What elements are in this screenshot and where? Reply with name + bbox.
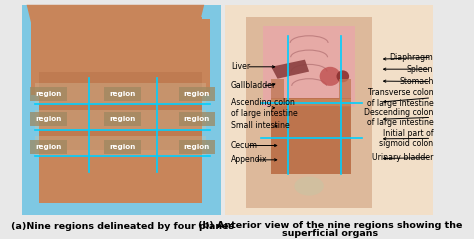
- Text: region: region: [183, 144, 210, 150]
- Bar: [263, 26, 356, 107]
- Text: region: region: [36, 91, 62, 97]
- Text: Transverse colon
of large intestine: Transverse colon of large intestine: [367, 88, 433, 108]
- Text: Ascending colon
of large intestine: Ascending colon of large intestine: [231, 98, 298, 118]
- Text: Urinary bladder: Urinary bladder: [372, 153, 433, 162]
- Bar: [30, 112, 67, 126]
- Text: region: region: [109, 144, 136, 150]
- Bar: [179, 140, 215, 154]
- Text: (a)Nine regions delineated by four planes: (a)Nine regions delineated by four plane…: [11, 222, 234, 231]
- Text: Cecum: Cecum: [231, 141, 258, 150]
- Bar: [35, 136, 206, 156]
- Bar: [39, 71, 202, 155]
- Bar: [30, 87, 67, 101]
- Text: region: region: [183, 116, 210, 122]
- Bar: [39, 150, 202, 203]
- Text: Liver: Liver: [231, 62, 250, 71]
- Bar: [104, 140, 141, 154]
- Text: Stomach: Stomach: [399, 77, 433, 86]
- Bar: [179, 87, 215, 101]
- Bar: [246, 17, 372, 207]
- Ellipse shape: [294, 177, 324, 196]
- Text: region: region: [109, 91, 136, 97]
- Text: Gallbladder: Gallbladder: [231, 81, 276, 90]
- Bar: [104, 87, 141, 101]
- Bar: [338, 79, 351, 107]
- Text: superficial organs: superficial organs: [282, 229, 378, 238]
- Bar: [225, 5, 433, 215]
- Text: Initial part of
sigmoid colon: Initial part of sigmoid colon: [379, 129, 433, 148]
- Text: Diaphragm: Diaphragm: [390, 53, 433, 62]
- Bar: [179, 112, 215, 126]
- Bar: [39, 17, 202, 203]
- Text: region: region: [36, 116, 62, 122]
- Text: Spleen: Spleen: [407, 65, 433, 74]
- Text: (b) Anterior view of the nine regions showing the: (b) Anterior view of the nine regions sh…: [198, 221, 462, 230]
- Bar: [31, 19, 210, 95]
- Text: Appendix: Appendix: [231, 155, 268, 164]
- Bar: [22, 5, 221, 215]
- Text: region: region: [183, 91, 210, 97]
- Text: region: region: [109, 116, 136, 122]
- Polygon shape: [27, 5, 204, 71]
- Bar: [271, 98, 351, 174]
- Bar: [35, 110, 206, 130]
- Bar: [271, 99, 351, 106]
- Bar: [271, 79, 284, 107]
- Bar: [104, 112, 141, 126]
- Polygon shape: [271, 60, 309, 79]
- Text: Descending colon
of large intestine: Descending colon of large intestine: [364, 108, 433, 127]
- Bar: [35, 83, 206, 104]
- Ellipse shape: [337, 70, 349, 82]
- Bar: [30, 140, 67, 154]
- Ellipse shape: [319, 67, 341, 86]
- Text: region: region: [36, 144, 62, 150]
- Text: Small intestine: Small intestine: [231, 121, 290, 130]
